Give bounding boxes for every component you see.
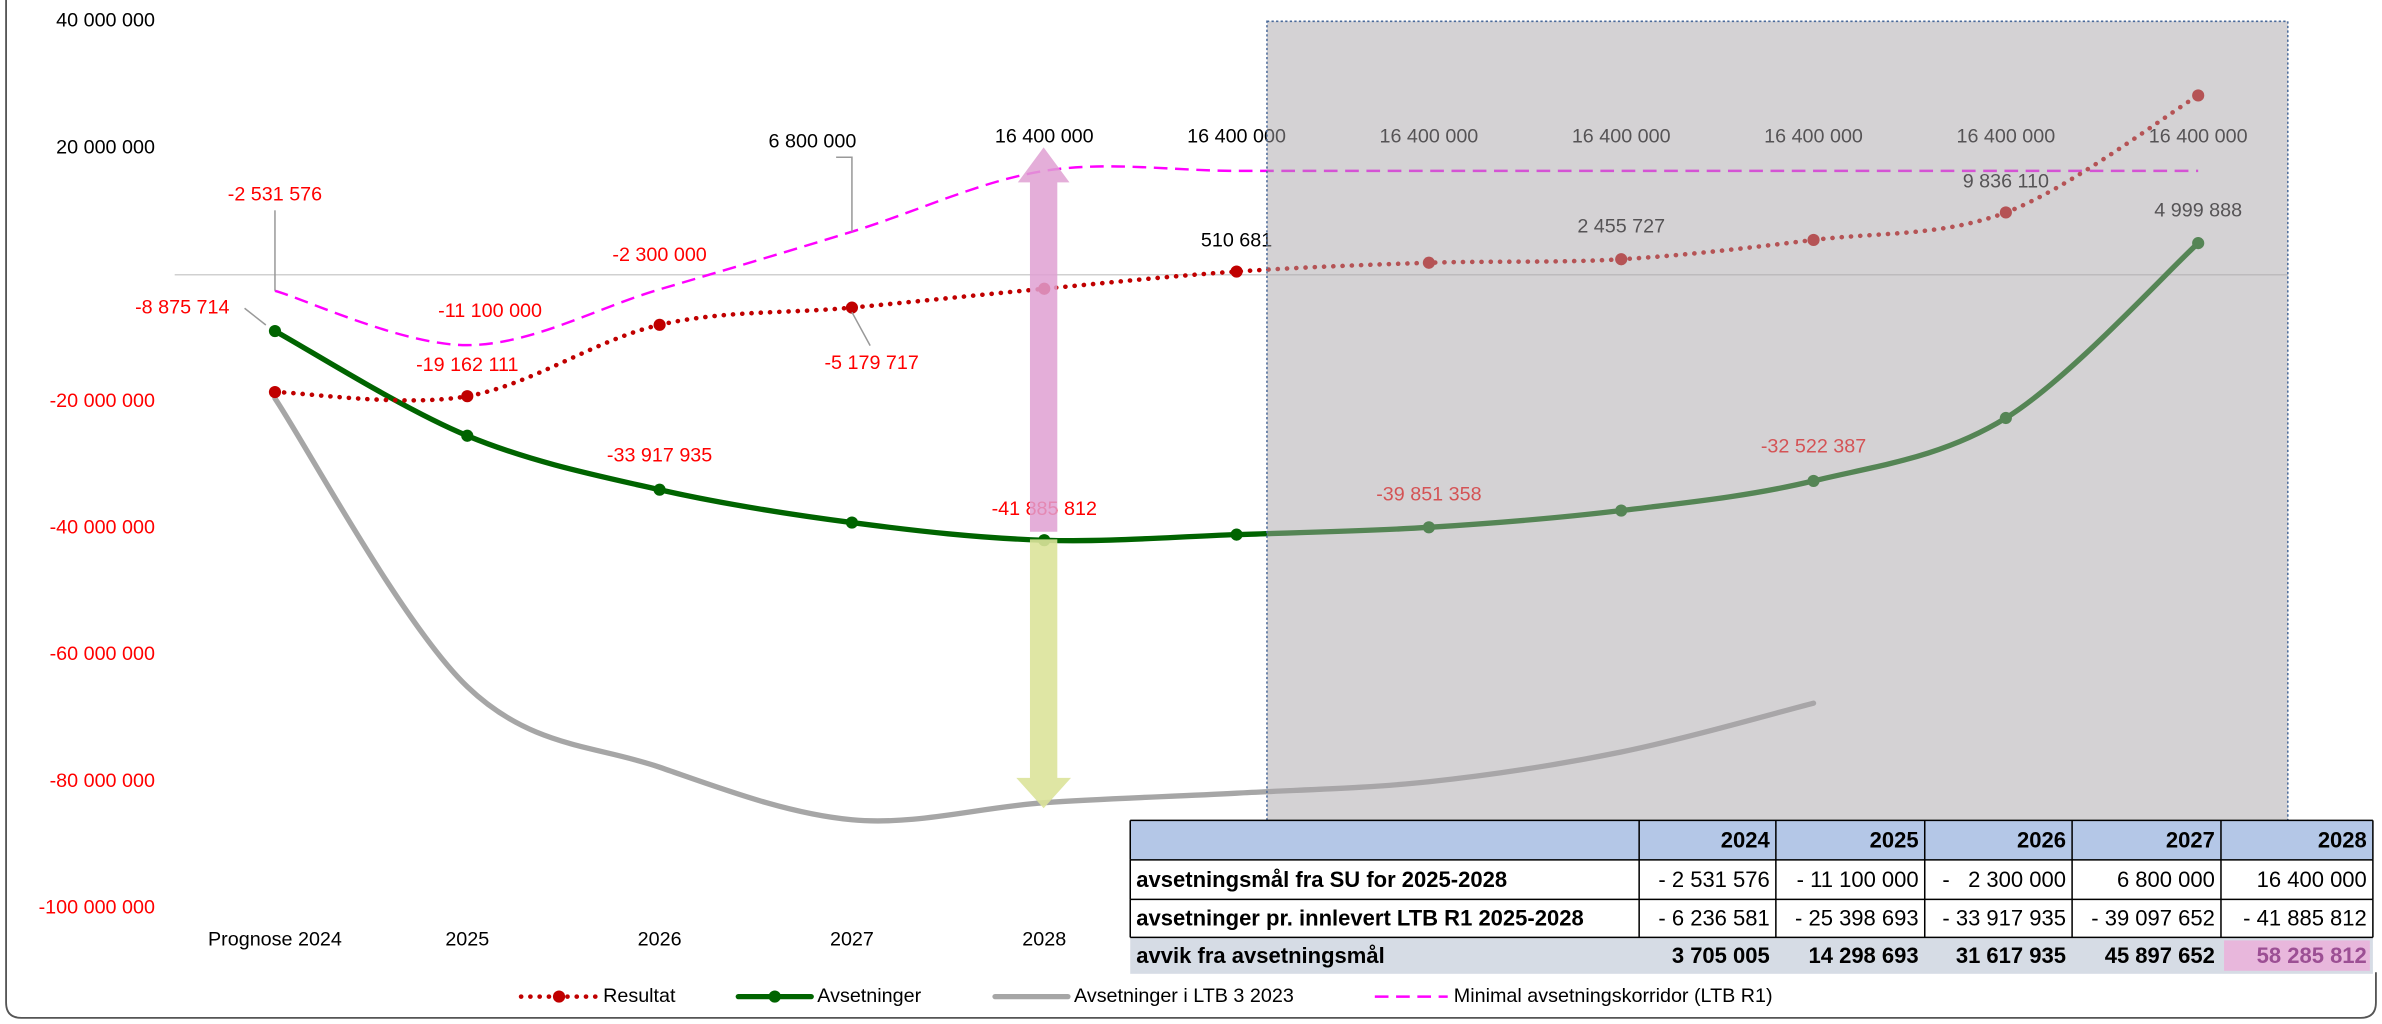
forecast-shade: [1266, 20, 2289, 828]
table-row: [1130, 899, 2373, 938]
y-tick-label: 40 000 000: [56, 10, 155, 32]
pink-arrow: [1017, 147, 1070, 532]
highlight-cell: [2224, 940, 2370, 971]
legend: Resultat Avsetninger Avsetninger i LTB 3 2…: [518, 985, 1773, 1007]
table-cell: 6 800 000: [2117, 867, 2215, 892]
arrows: [1016, 147, 1071, 809]
y-tick-label: -80 000 000: [50, 770, 155, 792]
x-tick-label: 2025: [445, 929, 489, 951]
series-marker: [1230, 528, 1243, 541]
y-tick-label: -40 000 000: [50, 516, 155, 538]
table-row-label: avvik fra avsetningsmål: [1136, 943, 1384, 968]
series-marker: [653, 483, 666, 496]
legend-label: Avsetninger: [817, 985, 921, 1007]
series-marker: [461, 390, 474, 403]
x-tick-label: 2026: [638, 929, 682, 951]
table-cell: - 33 917 935: [1942, 906, 2066, 931]
series-marker: [653, 318, 666, 331]
legend-marker: [768, 990, 781, 1003]
table-cell: - 39 097 652: [2091, 906, 2215, 931]
series-marker: [845, 516, 859, 529]
data-label: -19 162 111: [416, 354, 518, 376]
table-header: 2025: [1870, 827, 1919, 852]
table-cell: 58 285 812: [2257, 943, 2367, 968]
table-row-label: avsetninger pr. innlevert LTB R1 2025-20…: [1136, 906, 1583, 931]
data-label: -11 100 000: [438, 300, 542, 322]
table-row-label: avsetningsmål fra SU for 2025-2028: [1136, 867, 1507, 892]
table-cell: 45 897 652: [2105, 943, 2215, 968]
table-cell: 3 705 005: [1672, 943, 1770, 968]
table-cell: - 2 300 000: [1942, 867, 2066, 892]
table-header: 2028: [2318, 827, 2367, 852]
table-cell: 14 298 693: [1808, 943, 1918, 968]
table-cell: 31 617 935: [1956, 943, 2066, 968]
table-cell: - 41 885 812: [2243, 906, 2367, 931]
legend-label: Minimal avsetningskorridor (LTB R1): [1454, 985, 1773, 1007]
data-label: -2 531 576: [228, 183, 322, 205]
data-label: 16 400 000: [1187, 126, 1286, 148]
y-tick-label: -100 000 000: [39, 897, 155, 919]
data-label: -2 300 000: [612, 244, 706, 266]
legend-label: Avsetninger i LTB 3 2023: [1074, 985, 1294, 1007]
legend-marker: [552, 990, 566, 1003]
data-label: 6 800 000: [769, 130, 857, 152]
legend-label: Resultat: [603, 985, 676, 1007]
data-label: -33 917 935: [607, 445, 712, 467]
series-marker: [1230, 265, 1243, 278]
leader-line: [851, 311, 871, 346]
table-row: [1130, 820, 2373, 860]
table-cell: - 11 100 000: [1797, 867, 1919, 892]
data-label: 510 681: [1201, 229, 1272, 251]
data-label: -5 179 717: [824, 352, 918, 374]
table-row: [1130, 937, 2373, 974]
leader-line: [244, 307, 267, 326]
x-tick-label: 2028: [1022, 929, 1066, 951]
y-tick-label: -60 000 000: [50, 643, 155, 665]
y-tick-label: 20 000 000: [56, 136, 155, 158]
table-cell: - 2 531 576: [1658, 867, 1769, 892]
x-tick-label: 2027: [830, 929, 874, 951]
table-row: [1130, 859, 2373, 900]
table: 2024 2025 2026 2027 2028 avsetningsmål fra SU…: [1129, 819, 2374, 974]
data-label: 16 400 000: [995, 126, 1094, 148]
series-marker: [845, 301, 859, 314]
table-cell: 16 400 000: [2257, 867, 2367, 892]
x-tick-label: Prognose 2024: [208, 929, 342, 951]
table-cell: - 25 398 693: [1795, 906, 1919, 931]
series-marker: [268, 385, 282, 399]
leader-line: [836, 156, 853, 232]
table-header: 2024: [1721, 827, 1771, 852]
series-marker: [461, 429, 474, 442]
chart-frame: [5, 0, 2377, 1019]
green-arrow: [1016, 539, 1071, 809]
y-tick-label: -20 000 000: [50, 390, 155, 412]
table-cell: - 6 236 581: [1658, 906, 1769, 931]
series-marker: [268, 324, 282, 338]
data-label: -8 875 714: [135, 296, 229, 318]
table-header: 2027: [2166, 827, 2215, 852]
table-header: 2026: [2017, 827, 2066, 852]
